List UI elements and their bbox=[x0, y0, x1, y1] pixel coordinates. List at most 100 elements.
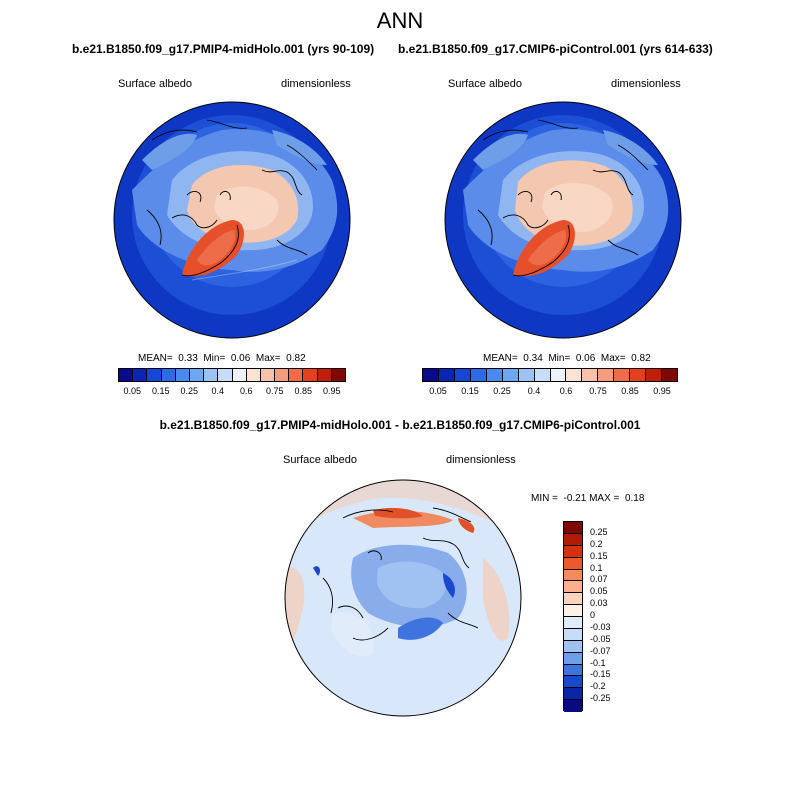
panel-2-max-label: Max= bbox=[600, 353, 626, 364]
colorbar-swatch bbox=[204, 369, 219, 381]
colorbar-tick-label: 0.05 bbox=[429, 386, 447, 396]
panel-2-max: 0.82 bbox=[631, 353, 651, 364]
colorbar-swatch bbox=[133, 369, 148, 381]
colorbar-tick-label: 0.85 bbox=[294, 386, 313, 396]
colorbar-swatch bbox=[470, 369, 487, 381]
colorbar-swatch bbox=[564, 557, 582, 570]
colorbar-swatch bbox=[518, 369, 535, 381]
panel-1-colorbar bbox=[118, 368, 346, 382]
colorbar-swatch bbox=[331, 369, 345, 381]
colorbar-swatch bbox=[218, 369, 233, 381]
panel-2-colorbar bbox=[422, 368, 678, 382]
colorbar-tick-label: -0.03 bbox=[590, 621, 611, 632]
panel-1-min: 0.06 bbox=[230, 353, 251, 364]
colorbar-tick-label: 0.95 bbox=[322, 386, 341, 396]
colorbar-tick-label: 0 bbox=[590, 610, 596, 620]
panel-2-map bbox=[444, 101, 682, 339]
colorbar-swatch bbox=[289, 369, 304, 381]
panel-3-max-label: MAX = bbox=[589, 493, 620, 504]
panel-3-title: b.e21.B1850.f09_g17.PMIP4-midHolo.001 - … bbox=[159, 418, 641, 432]
colorbar-swatch bbox=[175, 369, 190, 381]
colorbar-swatch bbox=[564, 676, 582, 689]
colorbar-swatch bbox=[564, 605, 582, 617]
colorbar-swatch bbox=[564, 664, 582, 677]
colorbar-swatch bbox=[564, 640, 582, 653]
colorbar-swatch bbox=[246, 369, 261, 381]
colorbar-tick-label: 0.05 bbox=[123, 386, 142, 396]
colorbar-swatch bbox=[534, 369, 551, 381]
figure-title: ANN bbox=[376, 8, 424, 33]
panel-2-colorbar-labels: 0.05 0.15 0.25 0.4 0.6 0.75 0.85 0.95 bbox=[422, 386, 678, 398]
colorbar-swatch bbox=[630, 369, 647, 381]
panel-2-stats: MEAN= 0.34 Min= 0.06 Max= 0.82 bbox=[483, 353, 651, 364]
colorbar-tick-label: -0.25 bbox=[590, 693, 611, 704]
colorbar-swatch bbox=[317, 369, 332, 381]
panel-2-mean-label: MEAN= bbox=[483, 353, 518, 364]
panel-2-variable: Surface albedo bbox=[448, 78, 522, 90]
colorbar-swatch bbox=[646, 369, 663, 381]
panel-1-mean-label: MEAN= bbox=[138, 353, 173, 364]
colorbar-swatch bbox=[564, 628, 582, 641]
panel-1-min-label: Min= bbox=[203, 353, 226, 364]
colorbar-swatch bbox=[550, 369, 567, 381]
colorbar-tick-label: 0.2 bbox=[590, 538, 603, 549]
colorbar-tick-label: 0.15 bbox=[461, 386, 479, 396]
colorbar-tick-label: 0.05 bbox=[590, 586, 608, 597]
colorbar-swatch bbox=[260, 369, 276, 381]
panel-2-min-label: Min= bbox=[548, 353, 571, 364]
panel-1-units: dimensionless bbox=[281, 78, 351, 90]
colorbar-swatch bbox=[566, 369, 583, 381]
colorbar-swatch bbox=[564, 617, 582, 629]
colorbar-tick-label: 0.95 bbox=[653, 386, 671, 396]
colorbar-tick-label: 0.07 bbox=[590, 574, 608, 585]
colorbar-tick-label: 0.4 bbox=[527, 386, 541, 396]
panel-3-colorbar-labels: 0.25 0.2 0.15 0.1 0.07 0.05 0.03 0 -0.03 -0.05 -0.… bbox=[590, 521, 630, 711]
panel-1-mean: 0.33 bbox=[178, 353, 198, 364]
colorbar-swatch bbox=[564, 581, 582, 594]
colorbar-tick-label: 0.25 bbox=[493, 386, 511, 396]
panel-3-min: -0.21 bbox=[563, 493, 587, 504]
panel-2-min: 0.06 bbox=[575, 353, 596, 364]
colorbar-tick-label: 0.85 bbox=[621, 386, 639, 396]
colorbar-swatch bbox=[582, 369, 599, 381]
colorbar-tick-label: 0.75 bbox=[589, 386, 607, 396]
panel-1-colorbar-labels: 0.05 0.15 0.25 0.4 0.6 0.75 0.85 0.95 bbox=[118, 386, 346, 398]
colorbar-swatch bbox=[564, 652, 582, 665]
panel-1-stats: MEAN= 0.33 Min= 0.06 Max= 0.82 bbox=[138, 353, 306, 364]
panel-1-title: b.e21.B1850.f09_g17.PMIP4-midHolo.001 (y… bbox=[72, 42, 375, 56]
colorbar-swatch bbox=[598, 369, 615, 381]
panel-1-max: 0.82 bbox=[286, 353, 306, 364]
colorbar-tick-label: -0.1 bbox=[590, 657, 606, 668]
colorbar-swatch bbox=[303, 369, 318, 381]
colorbar-swatch bbox=[662, 369, 677, 381]
colorbar-swatch bbox=[275, 369, 290, 381]
colorbar-tick-label: 0.6 bbox=[559, 386, 573, 396]
colorbar-tick-label: 0.25 bbox=[180, 386, 199, 396]
colorbar-tick-label: 0.4 bbox=[211, 386, 224, 396]
colorbar-swatch bbox=[564, 700, 582, 712]
panel-1-max-label: Max= bbox=[255, 353, 281, 364]
colorbar-swatch bbox=[564, 569, 582, 582]
panel-2-mean: 0.34 bbox=[523, 353, 543, 364]
colorbar-tick-label: 0.15 bbox=[590, 550, 608, 561]
colorbar-swatch bbox=[486, 369, 503, 381]
panel-3-variable: Surface albedo bbox=[283, 454, 357, 466]
colorbar-swatch bbox=[564, 593, 582, 606]
panel-2-title: b.e21.B1850.f09_g17.CMIP6-piControl.001 … bbox=[398, 42, 713, 56]
colorbar-swatch bbox=[564, 522, 582, 534]
panel-1-map bbox=[113, 101, 351, 339]
colorbar-swatch bbox=[614, 369, 631, 381]
colorbar-swatch bbox=[564, 533, 582, 546]
colorbar-swatch bbox=[454, 369, 471, 381]
panel-3-min-label: MIN = bbox=[531, 493, 558, 504]
colorbar-tick-label: -0.05 bbox=[590, 633, 611, 644]
colorbar-tick-label: 0.6 bbox=[239, 386, 253, 396]
panel-3-colorbar bbox=[563, 521, 583, 712]
colorbar-swatch bbox=[564, 545, 582, 558]
colorbar-swatch bbox=[119, 369, 134, 381]
colorbar-swatch bbox=[189, 369, 205, 381]
colorbar-tick-label: -0.15 bbox=[590, 669, 611, 680]
colorbar-swatch bbox=[423, 369, 439, 381]
colorbar-swatch bbox=[232, 369, 247, 381]
colorbar-tick-label: 0.03 bbox=[590, 598, 608, 609]
